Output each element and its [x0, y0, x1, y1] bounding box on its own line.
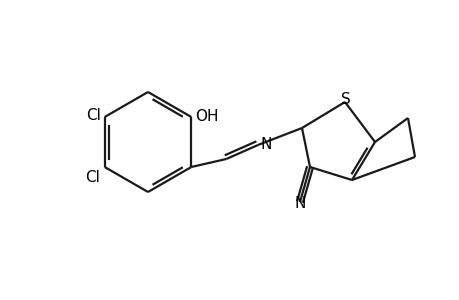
Text: S: S — [341, 92, 350, 107]
Text: N: N — [260, 136, 272, 152]
Text: Cl: Cl — [86, 107, 101, 122]
Text: Cl: Cl — [84, 170, 100, 185]
Text: OH: OH — [195, 109, 218, 124]
Text: N: N — [294, 196, 305, 211]
